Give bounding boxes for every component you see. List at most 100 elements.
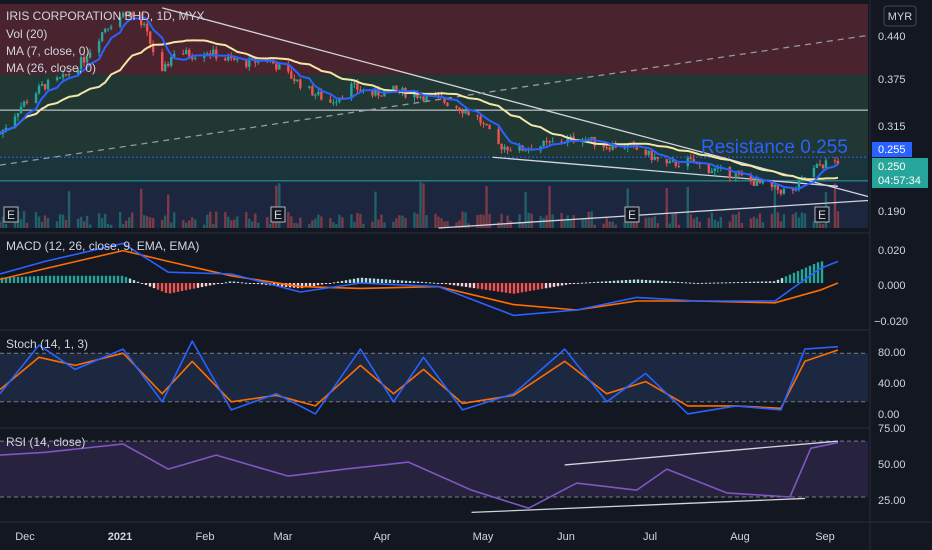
candle-body: [173, 53, 176, 57]
price-tick: 0.375: [878, 74, 906, 86]
candle-body: [163, 64, 167, 72]
candle-body: [151, 43, 155, 53]
volume-bar: [758, 213, 762, 228]
rsi-title[interactable]: RSI (14, close): [6, 435, 85, 449]
macd-histogram-bar: [716, 282, 720, 284]
candle-body: [182, 53, 185, 55]
volume-bar: [707, 217, 711, 228]
volume-bar: [593, 224, 596, 228]
candle-body: [605, 147, 608, 149]
volume-bar: [425, 215, 428, 228]
volume-bar: [236, 216, 239, 228]
volume-bar: [728, 221, 732, 228]
macd-histogram-bar: [708, 282, 712, 284]
candle-body: [755, 179, 759, 186]
volume-bar: [22, 211, 26, 228]
volume-bar: [566, 215, 569, 228]
svg-text:0.250: 0.250: [878, 161, 906, 173]
candle-body: [647, 150, 650, 155]
earnings-marker[interactable]: E: [624, 206, 640, 223]
volume-bar: [269, 223, 272, 228]
macd-title[interactable]: MACD (12, 26, close, 9, EMA, EMA): [6, 239, 199, 253]
candle-body: [458, 107, 461, 112]
time-tick: Sep: [815, 531, 835, 543]
macd-histogram-bar: [472, 283, 476, 289]
candle-body: [608, 147, 611, 150]
macd-histogram-bar: [316, 283, 320, 286]
candle-body: [169, 56, 173, 66]
macd-histogram-bar: [348, 279, 352, 283]
candle-body: [275, 63, 278, 70]
macd-histogram-bar: [440, 283, 444, 284]
volume-bar: [46, 218, 50, 228]
earnings-marker[interactable]: E: [3, 206, 19, 223]
volume-bar: [203, 224, 206, 228]
ma26-legend[interactable]: MA (26, close, 0): [6, 61, 96, 75]
volume-bar: [353, 221, 356, 228]
macd-histogram-bar: [92, 275, 96, 283]
earnings-marker[interactable]: E: [814, 206, 830, 223]
candle-body: [64, 74, 68, 76]
volume-legend[interactable]: Vol (20): [6, 27, 47, 41]
macd-histogram-bar: [256, 283, 260, 284]
macd-histogram-bar: [240, 282, 244, 284]
candle-body: [230, 56, 233, 59]
macd-histogram-bar: [380, 279, 384, 283]
volume-bar: [671, 213, 674, 228]
price-axis[interactable]: 0.440 0.375 0.315 0.190: [878, 31, 906, 218]
volume-bar: [794, 212, 798, 228]
macd-histogram-bar: [800, 269, 804, 283]
volume-bar: [413, 212, 416, 228]
volume-bar: [650, 217, 653, 228]
resistance-label[interactable]: Resistance 0.255: [701, 137, 848, 158]
macd-histogram-bar: [784, 276, 788, 283]
ma7-legend[interactable]: MA (7, close, 0): [6, 44, 89, 58]
macd-histogram-bar: [776, 279, 780, 283]
macd-histogram-bar: [308, 283, 312, 287]
macd-histogram-bar: [444, 283, 448, 285]
candle-body: [503, 146, 506, 150]
candle-body: [695, 163, 699, 165]
volume-bar: [194, 219, 197, 228]
macd-histogram-bar: [212, 283, 216, 285]
macd-histogram-bar: [44, 275, 48, 283]
volume-bar: [482, 214, 485, 228]
macd-histogram-bar: [492, 283, 496, 291]
candle-body: [677, 165, 680, 167]
macd-histogram-bar: [700, 282, 704, 284]
candle-body: [602, 145, 605, 148]
volume-bar: [257, 222, 260, 228]
candle-body: [644, 149, 647, 155]
volume-bar: [55, 221, 59, 228]
macd-histogram-bar: [384, 279, 388, 283]
volume-bar: [434, 213, 437, 228]
macd-histogram-bar: [432, 282, 436, 284]
candle-body: [488, 125, 491, 130]
volume-bar: [737, 211, 741, 228]
macd-histogram-bar: [652, 280, 656, 283]
volume-bar: [383, 222, 386, 228]
candle-body: [82, 57, 86, 63]
time-axis[interactable]: Dec 2021 Feb Mar Apr May Jun Jul Aug Sep: [15, 531, 835, 543]
earnings-marker[interactable]: E: [270, 206, 286, 223]
trendline: [438, 199, 869, 229]
macd-histogram-bar: [544, 283, 548, 289]
symbol-title[interactable]: IRIS CORPORATION BHD, 1D, MYX: [6, 9, 204, 23]
volume-bar: [797, 217, 801, 228]
macd-histogram-bar: [428, 282, 432, 284]
candle-body: [776, 184, 780, 191]
candle-body: [395, 85, 398, 90]
macd-histogram-bar: [400, 280, 404, 283]
candle-body: [13, 116, 17, 128]
volume-bar: [506, 215, 509, 228]
candle-body: [272, 60, 275, 64]
volume-bar: [25, 222, 29, 228]
currency-button[interactable]: MYR: [883, 5, 917, 27]
stoch-title[interactable]: Stoch (14, 1, 3): [6, 337, 88, 351]
volume-bar: [530, 213, 533, 228]
volume-bar: [206, 214, 209, 228]
candle-body: [296, 79, 299, 82]
macd-histogram-bar: [676, 281, 680, 283]
volume-bar: [308, 223, 311, 228]
